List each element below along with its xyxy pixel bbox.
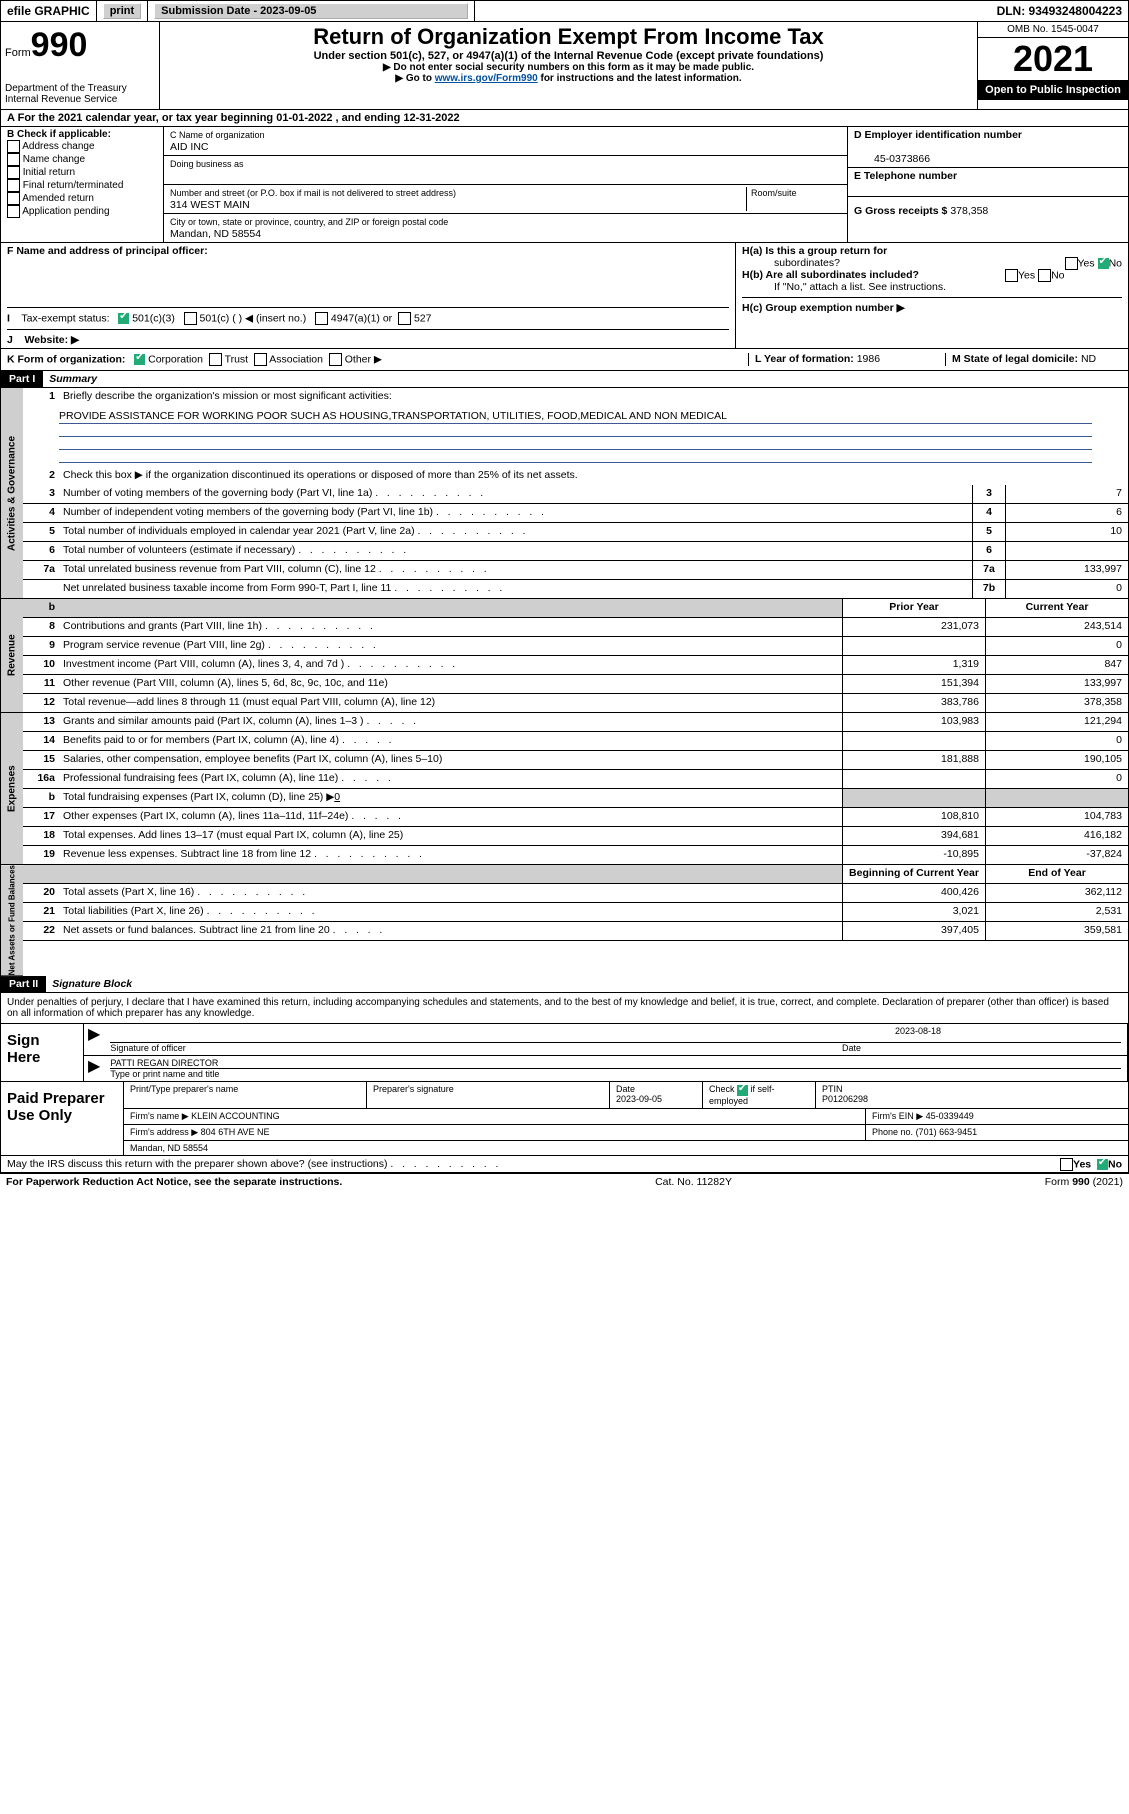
- tab-net-assets: Net Assets or Fund Balances: [1, 865, 23, 976]
- tab-expenses: Expenses: [1, 713, 23, 865]
- open-public-badge: Open to Public Inspection: [978, 80, 1128, 100]
- form-header: Form990 Department of the Treasury Inter…: [0, 22, 1129, 110]
- section-governance: Activities & Governance 1Briefly describ…: [0, 388, 1129, 599]
- omb-number: OMB No. 1545-0047: [978, 22, 1128, 38]
- officer-name-title: PATTI REGAN DIRECTOR: [110, 1058, 1121, 1069]
- paid-preparer-label: Paid Preparer Use Only: [1, 1082, 124, 1154]
- note-goto: ▶ Go to www.irs.gov/Form990 for instruct…: [166, 73, 971, 84]
- section-expenses: Expenses 13Grants and similar amounts pa…: [0, 713, 1129, 865]
- irs-link[interactable]: www.irs.gov/Form990: [435, 73, 538, 84]
- row-klm: K Form of organization: Corporation Trus…: [0, 349, 1129, 371]
- dln-label: DLN: 93493248004223: [991, 1, 1128, 21]
- row-f-h: F Name and address of principal officer:…: [0, 243, 1129, 349]
- top-toolbar: efile GRAPHIC print Submission Date - 20…: [0, 0, 1129, 22]
- dept-label: Department of the Treasury Internal Reve…: [5, 83, 155, 105]
- ein: 45-0373866: [854, 153, 930, 165]
- form-subtitle: Under section 501(c), 527, or 4947(a)(1)…: [166, 50, 971, 62]
- tab-revenue: Revenue: [1, 599, 23, 713]
- tab-governance: Activities & Governance: [1, 388, 23, 599]
- part1-bar: Part I Summary: [0, 371, 1129, 388]
- note-no-ssn: ▶ Do not enter social security numbers o…: [166, 62, 971, 73]
- gross-receipts: 378,358: [950, 205, 988, 217]
- part2-bar: Part II Signature Block: [0, 976, 1129, 993]
- submission-date-button[interactable]: Submission Date - 2023-09-05: [154, 3, 468, 19]
- period-row: A For the 2021 calendar year, or tax yea…: [0, 110, 1129, 127]
- form-number: 990: [31, 26, 88, 64]
- footer: For Paperwork Reduction Act Notice, see …: [0, 1173, 1129, 1190]
- block-b: B Check if applicable: Address change Na…: [1, 127, 164, 242]
- checkbox-501c3[interactable]: [118, 313, 129, 324]
- mission-text: PROVIDE ASSISTANCE FOR WORKING POOR SUCH…: [59, 410, 1092, 424]
- efile-label: efile GRAPHIC: [1, 1, 97, 21]
- section-net-assets: Net Assets or Fund Balances Beginning of…: [0, 865, 1129, 976]
- checkbox-4947[interactable]: [315, 312, 328, 325]
- checkbox-527[interactable]: [398, 312, 411, 325]
- street: 314 WEST MAIN: [170, 199, 250, 211]
- block-bc: B Check if applicable: Address change Na…: [0, 127, 1129, 243]
- city-state-zip: Mandan, ND 58554: [170, 228, 261, 240]
- block-de-g: D Employer identification number 45-0373…: [848, 127, 1128, 242]
- form-title: Return of Organization Exempt From Incom…: [166, 24, 971, 50]
- checkbox-501c[interactable]: [184, 312, 197, 325]
- print-button[interactable]: print: [103, 3, 141, 19]
- perjury-declaration: Under penalties of perjury, I declare th…: [1, 993, 1128, 1024]
- tax-year: 2021: [978, 38, 1128, 80]
- org-name: AID INC: [170, 141, 209, 153]
- form-word: Form: [5, 47, 31, 59]
- sign-here-label: Sign Here: [1, 1024, 84, 1081]
- block-c: C Name of organization AID INC Doing bus…: [164, 127, 848, 242]
- section-revenue: Revenue bPrior YearCurrent Year 8Contrib…: [0, 599, 1129, 713]
- signature-block: Under penalties of perjury, I declare th…: [0, 993, 1129, 1172]
